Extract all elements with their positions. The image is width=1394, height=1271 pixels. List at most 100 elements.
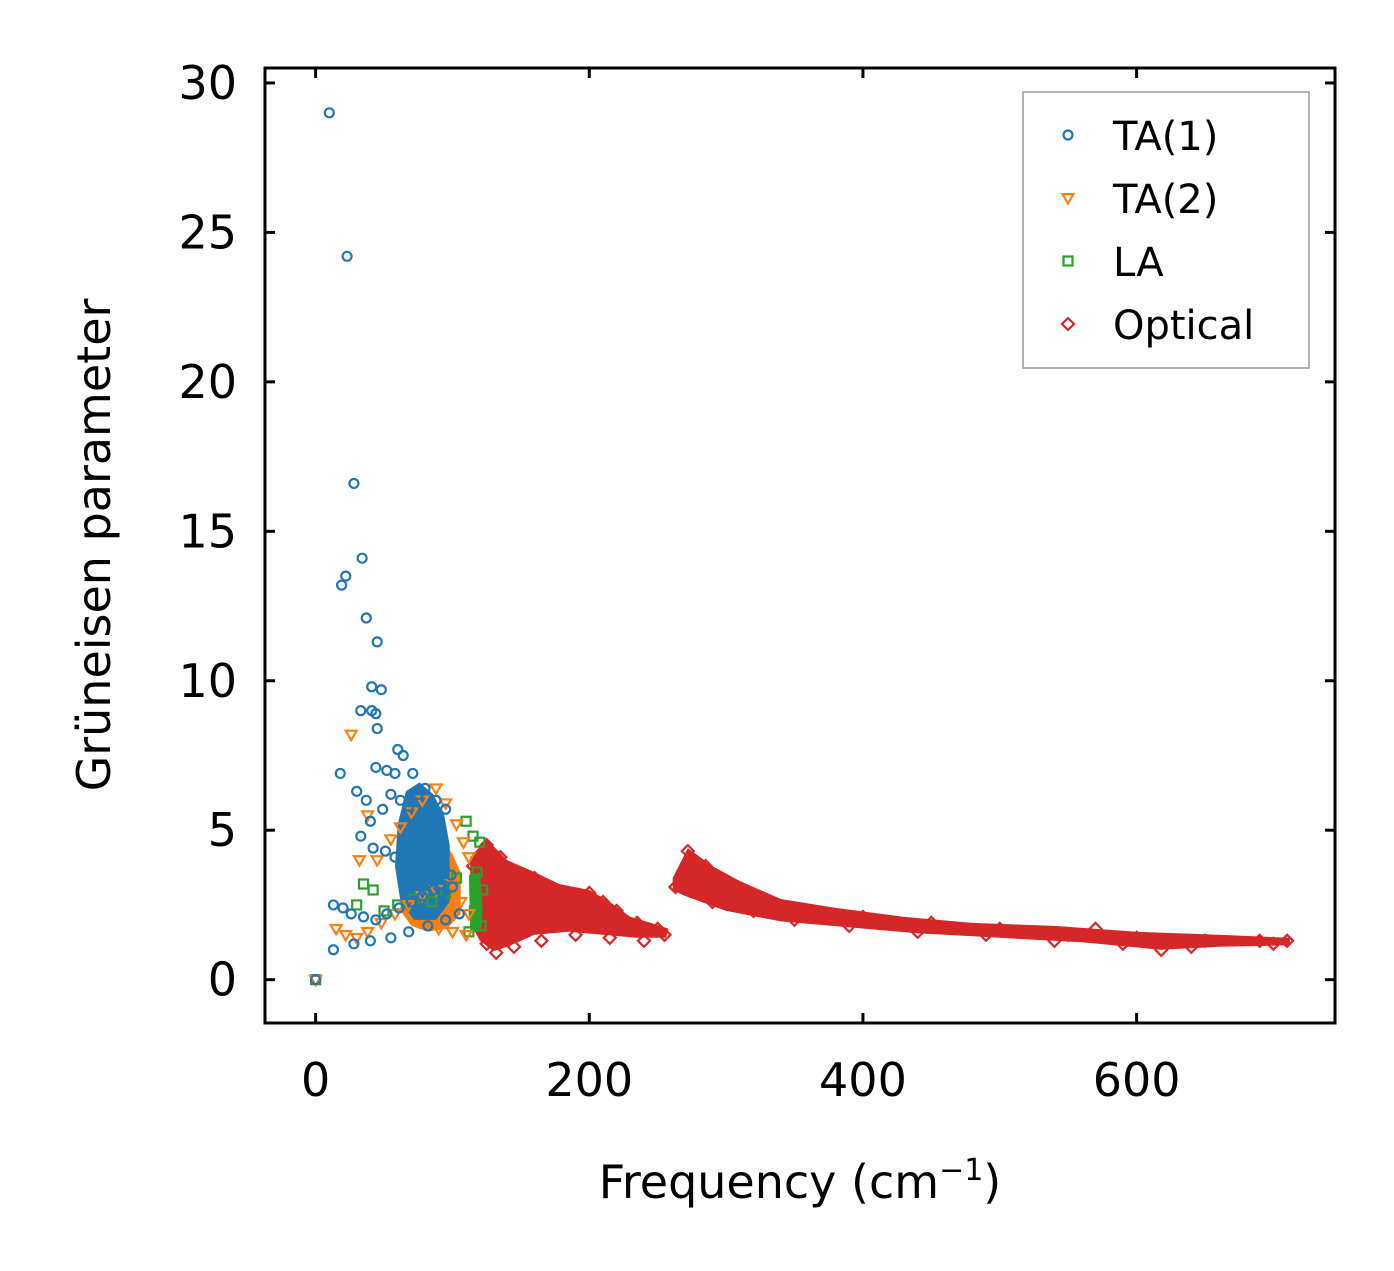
data-point-ta1: [385, 932, 397, 944]
data-point-ta2: [369, 855, 385, 868]
data-point-ta1: [405, 896, 418, 908]
legend-label-optical: Optical: [1113, 303, 1254, 349]
data-point-optical: [492, 849, 508, 865]
data-point-ta1: [385, 788, 397, 800]
data-point-ta1: [351, 785, 363, 797]
legend-marker-la: [1062, 255, 1074, 267]
data-point-ta2: [393, 822, 408, 835]
data-point-ta2: [455, 837, 471, 850]
la-cloud: [468, 872, 483, 932]
data-point-ta1: [334, 767, 346, 780]
data-point-ta1: [440, 803, 452, 815]
x-axis-title-superscript: −1: [939, 1153, 983, 1188]
data-point-ta1: [407, 767, 419, 780]
data-point-ta2: [453, 896, 469, 910]
data-point-la: [367, 884, 379, 896]
data-point-ta1: [397, 749, 409, 762]
data-point-ta1: [430, 794, 442, 806]
data-point-ta1: [445, 869, 457, 881]
data-point-optical: [1279, 933, 1295, 949]
data-point-ta2: [438, 798, 454, 811]
plot-frame: [263, 66, 1337, 1025]
data-point-ta1: [408, 860, 420, 872]
data-point-ta1: [422, 920, 434, 932]
data-point-optical: [1087, 921, 1104, 937]
data-point-optical: [1265, 936, 1281, 952]
data-point-ta1: [337, 902, 349, 914]
x-tick-label: 200: [545, 1053, 633, 1107]
data-point-optical: [581, 885, 597, 901]
data-point-ta1: [440, 914, 452, 926]
data-point-ta1: [400, 854, 412, 866]
data-point-ta1: [403, 800, 415, 812]
data-point-optical: [479, 837, 495, 853]
data-point-ta1: [419, 782, 431, 794]
data-point-optical: [923, 915, 939, 931]
data-point-la: [450, 872, 463, 884]
data-point-optical: [506, 939, 522, 955]
y-tick-label: 15: [178, 504, 237, 558]
data-point-optical: [1060, 927, 1076, 943]
data-point-ta1: [348, 938, 360, 950]
data-point-ta1: [453, 908, 465, 920]
data-point-optical: [602, 930, 618, 946]
data-point-ta1: [403, 926, 415, 938]
data-point-optical: [800, 903, 816, 919]
data-point-optical: [554, 888, 570, 904]
data-point-optical: [978, 927, 994, 943]
data-point-ta1: [370, 708, 382, 720]
data-point-optical: [488, 945, 504, 961]
data-point-optical: [759, 894, 775, 910]
data-point-ta1: [366, 681, 378, 693]
data-point-ta2: [449, 819, 464, 832]
data-point-ta2: [338, 929, 354, 943]
legend-label-ta2: TA(2): [1112, 177, 1218, 223]
data-point-optical: [680, 843, 696, 859]
data-point-optical: [786, 912, 803, 928]
data-point-ta1: [418, 866, 430, 878]
data-point-ta1: [341, 250, 353, 262]
data-point-optical: [656, 927, 673, 943]
data-point-la: [475, 920, 487, 932]
data-point-ta1: [355, 705, 367, 717]
data-point-ta2: [343, 729, 359, 743]
data-point-la: [474, 836, 486, 848]
data-point-optical: [1197, 933, 1213, 949]
data-points: [308, 107, 1295, 988]
data-point-ta2: [445, 926, 460, 940]
data-point-ta1: [392, 743, 404, 756]
data-point-optical: [992, 921, 1008, 937]
data-point-optical: [533, 933, 549, 949]
data-point-la: [378, 905, 390, 917]
data-point-ta1: [340, 570, 352, 582]
data-point-optical: [506, 864, 522, 880]
data-point-ta2: [461, 852, 477, 865]
data-point-optical: [855, 909, 871, 925]
data-point-ta1: [360, 612, 372, 624]
legend-label-ta1: TA(1): [1112, 114, 1218, 160]
data-point-optical: [609, 903, 625, 919]
data-point-ta1: [412, 788, 424, 800]
data-point-optical: [1046, 933, 1063, 949]
data-point-ta2: [351, 855, 367, 868]
data-point-ta1: [364, 815, 376, 827]
data-point-ta1: [355, 830, 367, 842]
data-point-optical: [629, 915, 645, 931]
data-point-ta1: [348, 477, 360, 490]
optical-cloud-low: [470, 839, 669, 952]
data-point-optical: [745, 903, 762, 919]
data-point-ta1: [310, 974, 322, 986]
data-point-ta2: [360, 926, 376, 940]
data-point-ta1: [375, 684, 387, 696]
legend: TA(1) TA(2) LA Optical: [1022, 91, 1310, 369]
y-axis: 0 5 10 15 20 25 30: [178, 56, 1335, 1007]
data-point-optical: [841, 918, 857, 934]
data-point-ta1: [437, 887, 449, 899]
data-point-ta2: [428, 783, 444, 797]
data-point-la: [351, 899, 363, 911]
data-point-optical: [568, 927, 584, 943]
data-point-optical: [1153, 942, 1169, 958]
x-tick-label: 0: [301, 1053, 330, 1107]
legend-marker-optical: [1060, 316, 1076, 332]
